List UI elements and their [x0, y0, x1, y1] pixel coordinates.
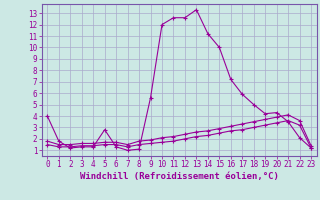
X-axis label: Windchill (Refroidissement éolien,°C): Windchill (Refroidissement éolien,°C) [80, 172, 279, 181]
